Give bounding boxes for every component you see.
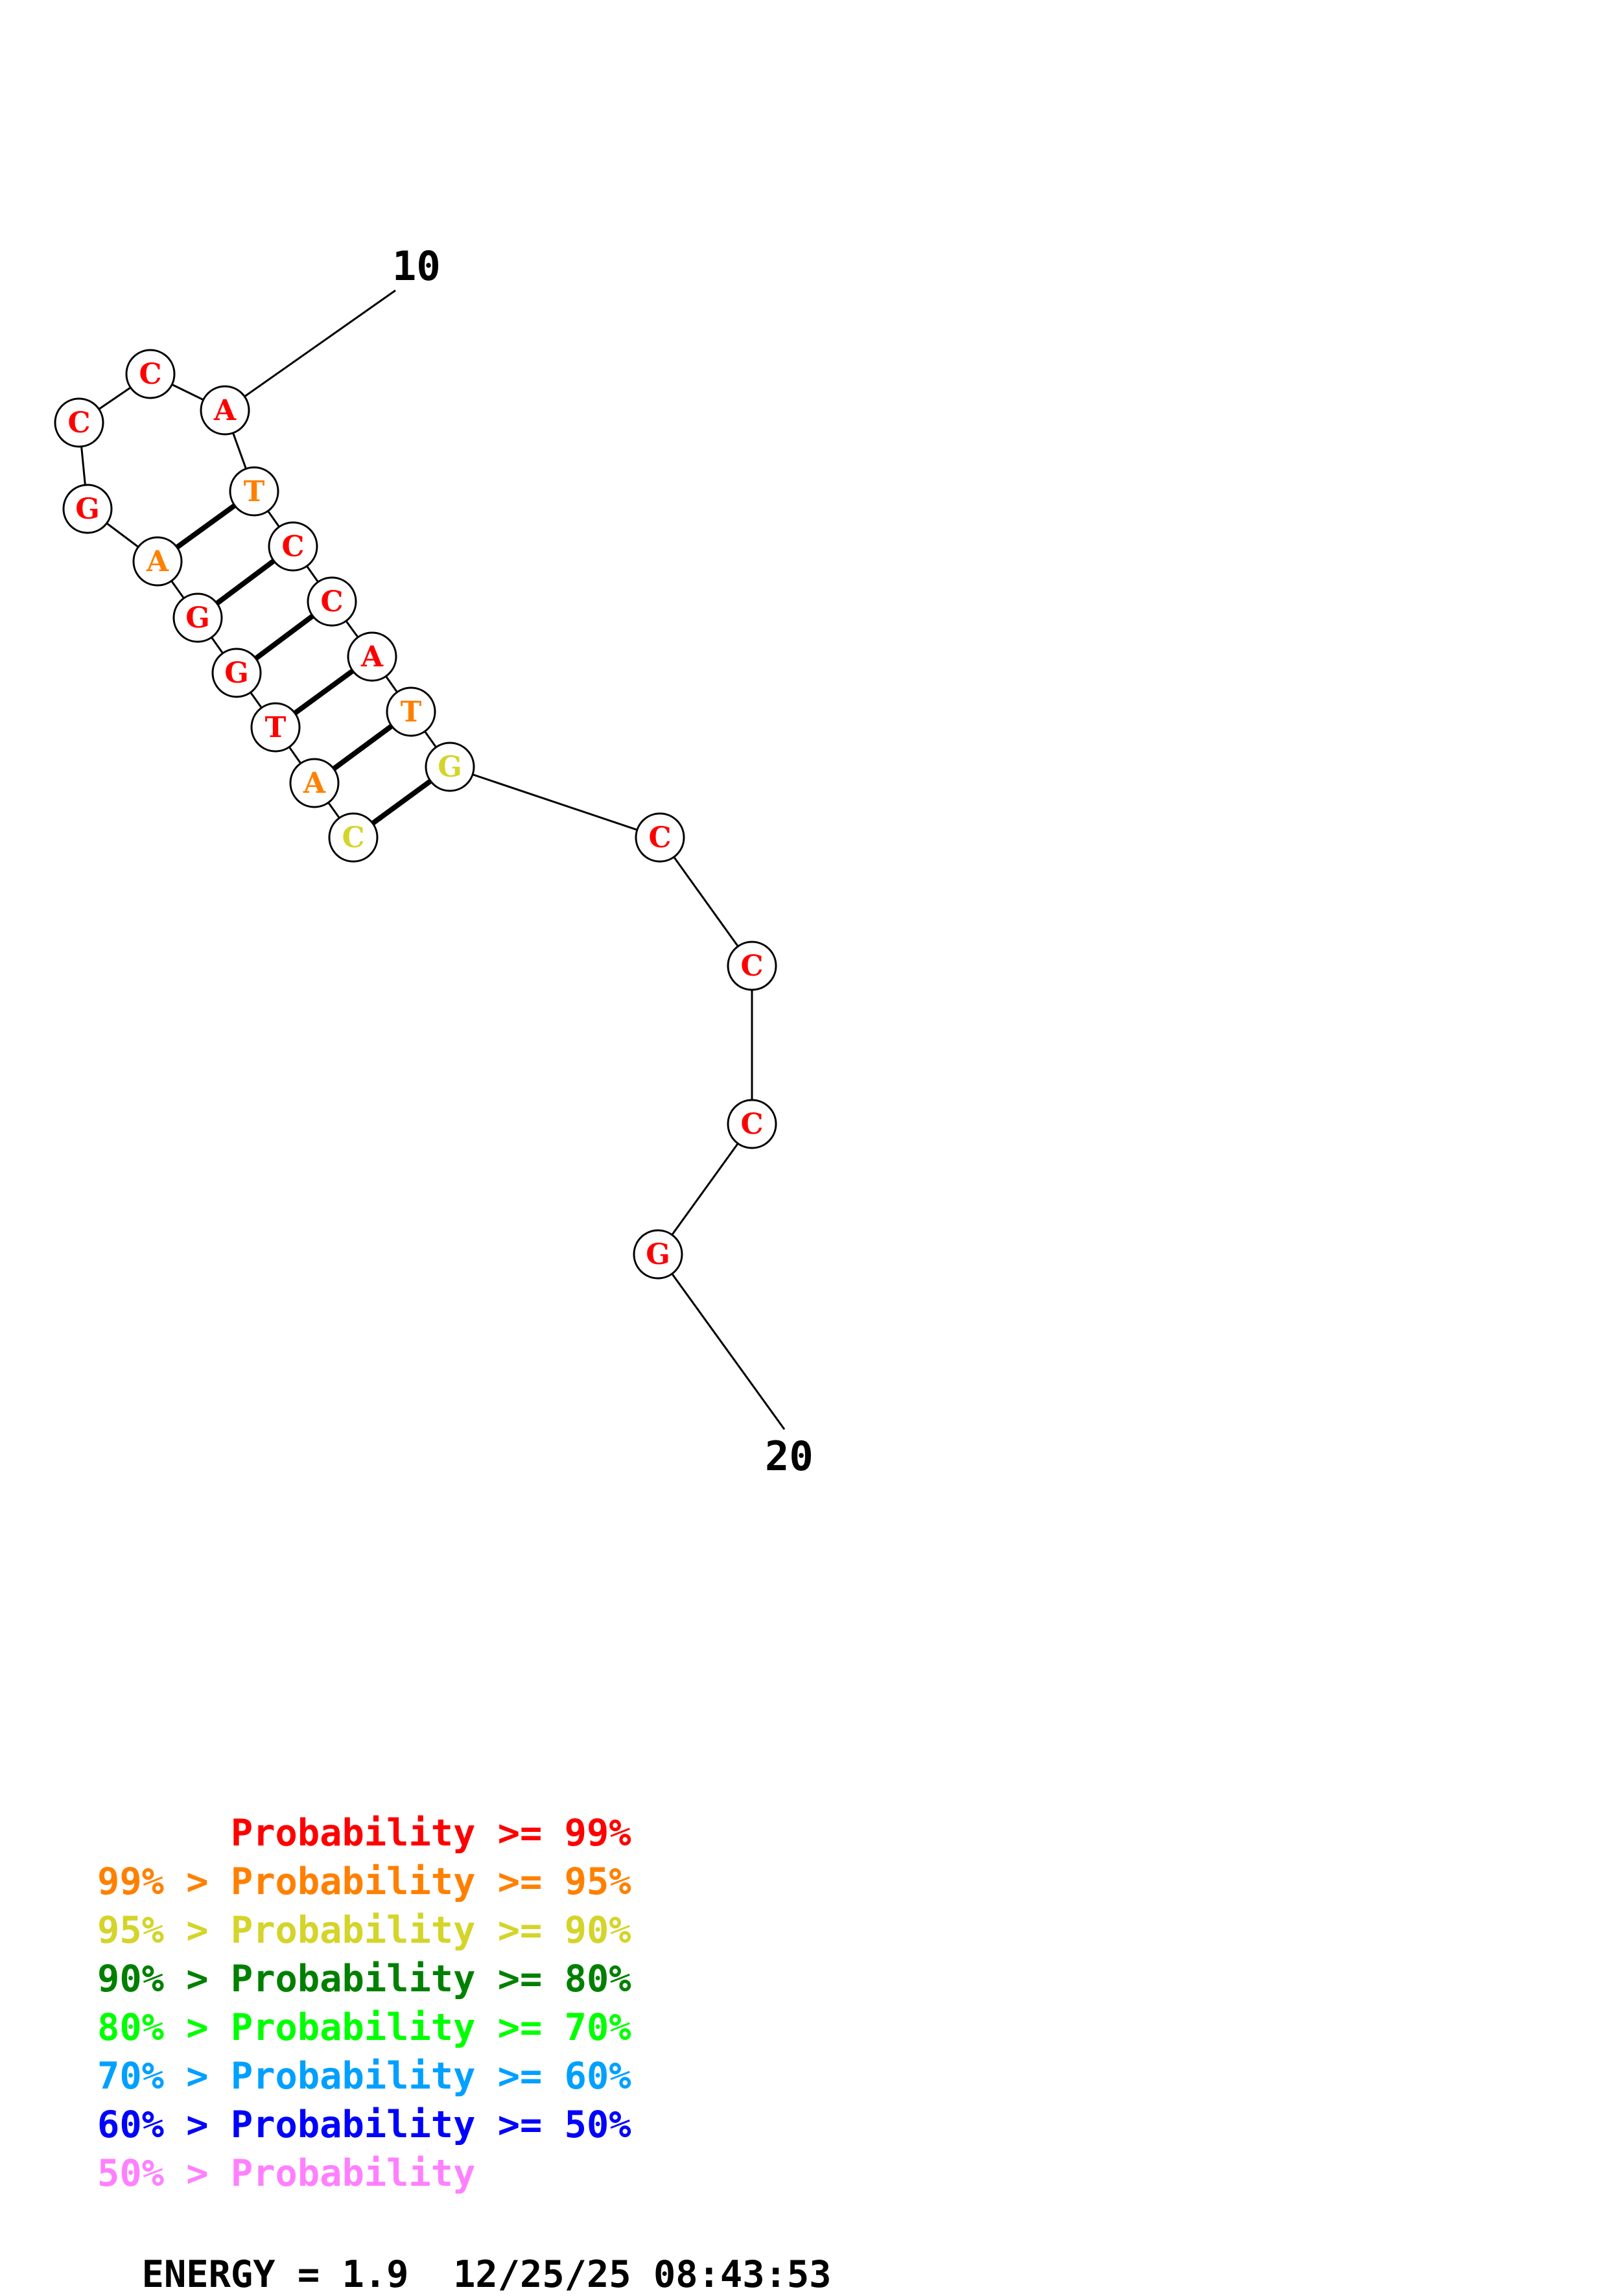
nucleotide-base: T: [265, 711, 287, 744]
nucleotide-base: C: [139, 358, 161, 391]
backbone-segment: [449, 766, 661, 839]
nucleotide-circle: [727, 941, 777, 991]
energy-value: ENERGY = 1.9: [141, 2253, 409, 2296]
nucleotide-circle: [307, 576, 357, 627]
legend-text: Probability >= 70%: [230, 2006, 631, 2049]
legend-text: Probability >= 50%: [230, 2103, 631, 2146]
nucleotide-circle: [125, 349, 176, 399]
legend-prefix: 99% >: [97, 1860, 231, 1903]
nucleotide-circle: [172, 592, 223, 643]
legend-prefix: 70% >: [97, 2055, 231, 2098]
legend-text: Probability >= 95%: [230, 1860, 631, 1903]
backbone-segment: [659, 837, 753, 966]
legend-prefix: 90% >: [97, 1958, 231, 2000]
legend-entry: Probability >= 99%: [97, 1812, 631, 1860]
probability-legend: Probability >= 99% 99% > Probability >= 9…: [97, 1812, 631, 2201]
nucleotide-circle: [54, 397, 104, 448]
legend-entry: 95% > Probability >= 90%: [97, 1909, 631, 1958]
legend-text: Probability >= 80%: [230, 1958, 631, 2000]
legend-entry: 99% > Probability >= 95%: [97, 1860, 631, 1909]
nucleotide-circle: [211, 648, 262, 698]
legend-entry: 70% > Probability >= 60%: [97, 2055, 631, 2103]
nucleotide-base: C: [740, 950, 763, 983]
nucleotide-base: G: [646, 1238, 670, 1271]
nucleotide-base: C: [320, 585, 343, 618]
backbone-lead-end: [657, 1254, 786, 1430]
nucleotide-base: G: [438, 751, 462, 784]
backbone-segment: [657, 1123, 753, 1255]
nucleotide-circle: [727, 1099, 777, 1149]
nucleotide-base: T: [401, 696, 422, 729]
legend-text: Probability >= 60%: [230, 2055, 631, 2098]
legend-text: Probability: [230, 2152, 476, 2195]
nucleotide-circle: [635, 812, 685, 863]
backbone-lead-start: [224, 289, 396, 412]
nucleotide-base: A: [360, 640, 384, 674]
nucleotide-base: A: [213, 394, 237, 427]
nucleotide-circle: [200, 385, 250, 436]
legend-entry: 80% > Probability >= 70%: [97, 2006, 631, 2055]
energy-footer: ENERGY = 1.9 12/25/25 08:43:53: [97, 2210, 832, 2296]
nucleotide-circle: [633, 1229, 683, 1280]
nucleotide-base: C: [740, 1108, 763, 1141]
nucleotide-base: T: [244, 475, 265, 508]
nucleotide-circle: [289, 758, 340, 808]
nucleotide-base: C: [67, 406, 90, 439]
nucleotide-circle: [268, 521, 318, 572]
legend-text: Probability >= 99%: [230, 1812, 631, 1855]
legend-prefix: 80% >: [97, 2006, 231, 2049]
legend-prefix: [97, 1812, 231, 1855]
nucleotide-base: C: [281, 530, 304, 563]
nucleotide-base: G: [224, 657, 249, 690]
nucleotide-base: C: [342, 821, 364, 854]
nucleotide-circle: [328, 812, 379, 863]
nucleotide-circle: [347, 631, 397, 682]
position-label-start: 10: [392, 242, 441, 290]
nucleotide-base: A: [303, 767, 326, 800]
nucleotide-circle: [250, 702, 301, 753]
legend-prefix: 95% >: [97, 1909, 231, 1952]
nucleotide-base: A: [146, 545, 169, 578]
nucleotide-circle: [62, 484, 113, 534]
nucleotide-circle: [132, 536, 183, 587]
nucleotide-base: G: [185, 602, 210, 635]
nucleotide-circle: [425, 742, 475, 792]
legend-prefix: 50% >: [97, 2152, 231, 2195]
nucleotide-base: G: [75, 493, 100, 526]
timestamp: 12/25/25 08:43:53: [453, 2253, 832, 2296]
legend-entry: 50% > Probability: [97, 2152, 631, 2201]
legend-text: Probability >= 90%: [230, 1909, 631, 1952]
legend-prefix: 60% >: [97, 2103, 231, 2146]
nucleotide-circle: [229, 466, 279, 517]
legend-entry: 60% > Probability >= 50%: [97, 2103, 631, 2152]
nucleotide-base: C: [648, 821, 671, 854]
legend-entry: 90% > Probability >= 80%: [97, 1958, 631, 2006]
position-label-end: 20: [765, 1433, 814, 1480]
nucleotide-circle: [386, 686, 436, 737]
